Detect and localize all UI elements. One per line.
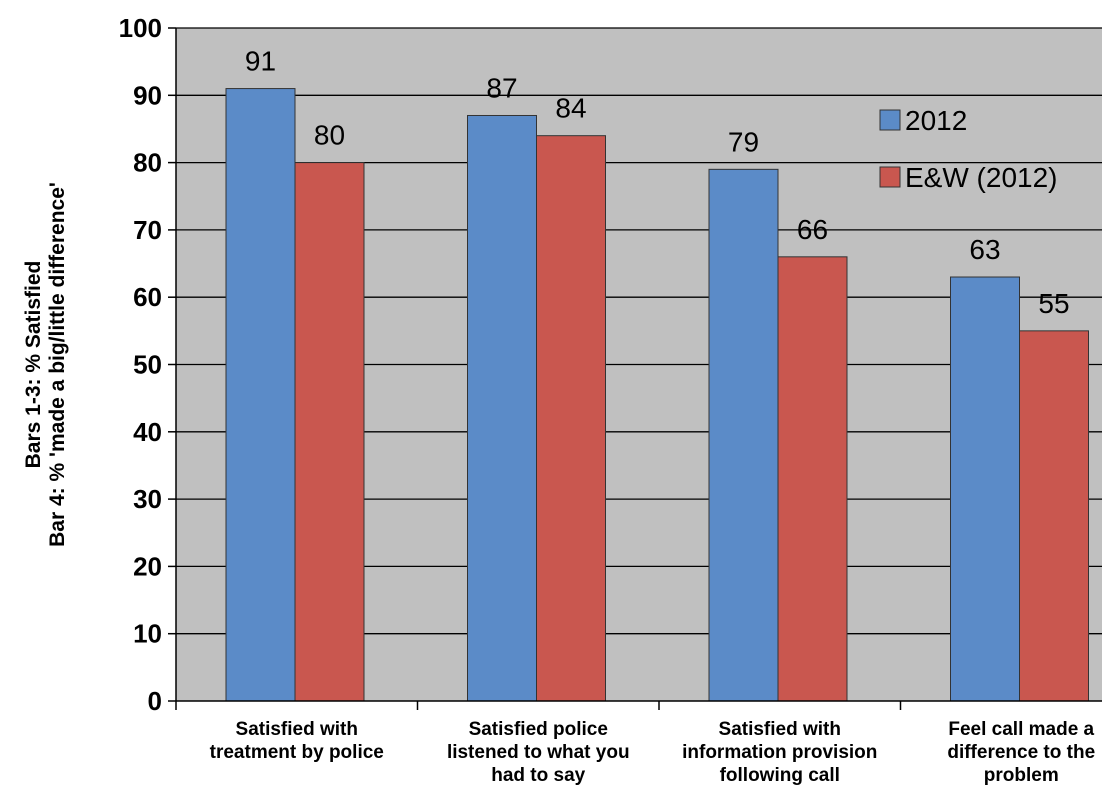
category-label: problem [984, 765, 1059, 786]
y-tick-label: 20 [133, 551, 162, 581]
bar [950, 276, 1020, 702]
category-label: Feel call made a [948, 719, 1094, 740]
bar [777, 256, 848, 702]
bar [467, 114, 537, 702]
data-labels-group: 91 87 79 63 80 84 66 55 [245, 46, 1070, 319]
bars-group [225, 88, 1089, 702]
data-label: 91 [245, 46, 276, 77]
bar [536, 135, 606, 702]
data-label: 84 [555, 93, 586, 124]
category-label: listened to what you [447, 742, 630, 763]
y-tick-label: 10 [133, 619, 162, 649]
data-label: 55 [1038, 288, 1069, 319]
y-tick-label: 40 [133, 417, 162, 447]
y-axis-title-line: Bar 4: % 'made a big/little difference' [46, 182, 69, 547]
data-label: 80 [314, 120, 345, 151]
y-tick-labels: 0 10 20 30 40 50 60 70 80 90 100 [119, 13, 162, 716]
data-label: 66 [797, 214, 828, 245]
category-label: had to say [491, 765, 585, 786]
bar [708, 168, 779, 702]
data-label: 79 [728, 126, 759, 157]
category-label: treatment by police [210, 742, 384, 763]
y-tick-label: 60 [133, 282, 162, 312]
y-axis-title-line: Bars 1-3: % Satisfied [22, 261, 45, 469]
category-label: Satisfied police [469, 719, 608, 740]
bar [1019, 330, 1089, 702]
y-tick-label: 0 [148, 686, 162, 716]
legend-label: E&W (2012) [905, 162, 1058, 193]
data-label: 87 [486, 72, 517, 103]
bar [225, 88, 296, 702]
legend-label: 2012 [905, 105, 967, 136]
data-label: 63 [969, 234, 1000, 265]
y-tick-label: 100 [119, 13, 162, 43]
category-label: Satisfied with [719, 719, 841, 740]
y-tick-label: 70 [133, 215, 162, 245]
legend-swatch [879, 166, 901, 188]
category-label: information provision [682, 742, 877, 763]
category-label: difference to the [947, 742, 1095, 763]
category-label: Satisfied with [236, 719, 358, 740]
bar [294, 162, 365, 702]
y-tick-label: 90 [133, 80, 162, 110]
y-tick-label: 80 [133, 148, 162, 178]
y-tick-label: 50 [133, 350, 162, 380]
legend-swatch [879, 109, 901, 131]
category-label: following call [720, 765, 840, 786]
legend: 2012 E&W (2012) [879, 105, 1058, 193]
y-axis-title: Bars 1-3: % Satisfied Bar 4: % 'made a bi… [22, 182, 69, 547]
y-tick-label: 30 [133, 484, 162, 514]
axes-group [168, 27, 1102, 710]
